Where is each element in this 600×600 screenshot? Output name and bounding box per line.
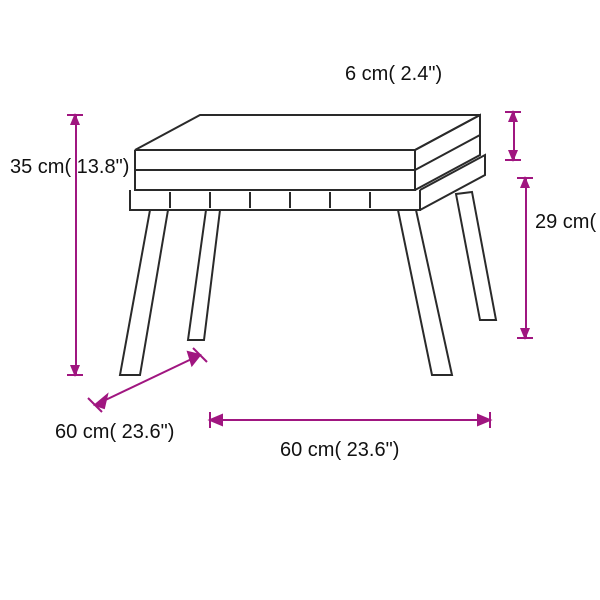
tick <box>505 159 521 161</box>
dimension-diagram: { "dimensions": { "height_total": { "cm"… <box>0 0 600 600</box>
label-width: 60 cm( 23.6") <box>280 438 399 462</box>
dim-line-height <box>75 115 77 375</box>
tick <box>67 374 83 376</box>
label-height: 35 cm( 13.8") <box>10 155 68 179</box>
dim-line-leg <box>525 178 527 338</box>
label-cushion: 6 cm( 2.4") <box>345 62 415 86</box>
tick <box>517 177 533 179</box>
tick <box>517 337 533 339</box>
ottoman-illustration <box>100 110 500 400</box>
label-leg: 29 cm( 11.4") <box>535 210 593 234</box>
label-depth: 60 cm( 23.6") <box>55 420 145 444</box>
tick <box>505 111 521 113</box>
tick <box>67 114 83 116</box>
